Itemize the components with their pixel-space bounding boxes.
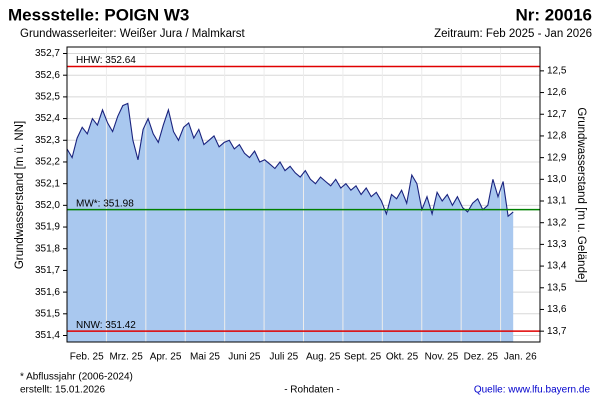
y2-axis-label: Grundwasserstand [m u. Gelände] (575, 107, 587, 282)
y2-tick-label: 12,8 (547, 131, 567, 142)
reference-label: MW*: 351.98 (76, 198, 134, 209)
y-tick-label: 352,0 (35, 200, 60, 211)
plot-frame (66, 46, 541, 343)
y-tick-label: 352,5 (35, 92, 60, 103)
reference-label: HHW: 352.64 (76, 55, 136, 66)
reference-label: NNW: 351.42 (76, 320, 136, 331)
x-tick-label: Sept. 25 (344, 352, 382, 363)
y2-tick-label: 12,6 (547, 87, 567, 98)
y2-tick-label: 13,6 (547, 304, 567, 315)
x-tick-label: Mrz. 25 (109, 352, 143, 363)
x-tick-label: Mai 25 (190, 352, 220, 363)
y-tick-label: 351,7 (35, 265, 60, 276)
y2-tick-label: 13,0 (547, 174, 567, 185)
footnote: * Abflussjahr (2006-2024) (20, 372, 133, 383)
y-axis-label: Grundwasserstand [m ü. NN] (14, 121, 26, 269)
y-tick-label: 352,1 (35, 178, 60, 189)
subtitle: Grundwasserleiter: Weißer Jura / Malmkar… (20, 28, 246, 40)
x-tick-label: Dez. 25 (464, 352, 499, 363)
x-tick-label: Nov. 25 (425, 352, 459, 363)
station-number: Nr: 20016 (515, 5, 592, 24)
y2-tick-label: 12,9 (547, 152, 567, 163)
y2-tick-label: 12,7 (547, 109, 567, 120)
y2-tick-label: 13,2 (547, 217, 567, 228)
x-tick-label: Juni 25 (228, 352, 261, 363)
data-note: - Rohdaten - (284, 385, 340, 396)
y2-tick-label: 12,5 (547, 66, 567, 77)
x-tick-label: Juli 25 (269, 352, 298, 363)
period: Zeitraum: Feb 2025 - Jan 2026 (434, 28, 592, 40)
chart-title: Messstelle: POIGN W3 (8, 5, 189, 24)
y-tick-label: 351,4 (35, 330, 60, 341)
x-tick-label: Feb. 25 (70, 352, 104, 363)
y2-tick-label: 13,4 (547, 261, 567, 272)
y-tick-label: 352,3 (35, 135, 60, 146)
y2-tick-label: 13,5 (547, 282, 567, 293)
y-tick-label: 352,7 (35, 48, 60, 59)
y2-tick-label: 13,3 (547, 239, 567, 250)
y-tick-label: 352,4 (35, 113, 60, 124)
y-tick-label: 351,5 (35, 308, 60, 319)
area (67, 103, 514, 343)
y2-tick-label: 13,1 (547, 196, 567, 207)
x-tick-label: Okt. 25 (386, 352, 419, 363)
y2-tick-label: 13,7 (547, 326, 567, 337)
y-tick-label: 352,6 (35, 70, 60, 81)
y-tick-label: 351,8 (35, 243, 60, 254)
x-tick-label: Aug. 25 (306, 352, 341, 363)
y-tick-label: 352,2 (35, 157, 60, 168)
x-tick-label: Apr. 25 (150, 352, 182, 363)
x-tick-label: Jan. 26 (504, 352, 537, 363)
y-tick-label: 351,6 (35, 287, 60, 298)
line (66, 102, 514, 218)
created-date: erstellt: 15.01.2026 (20, 385, 105, 396)
source: Quelle: www.lfu.bayern.de (474, 385, 591, 396)
y-tick-label: 351,9 (35, 222, 60, 233)
